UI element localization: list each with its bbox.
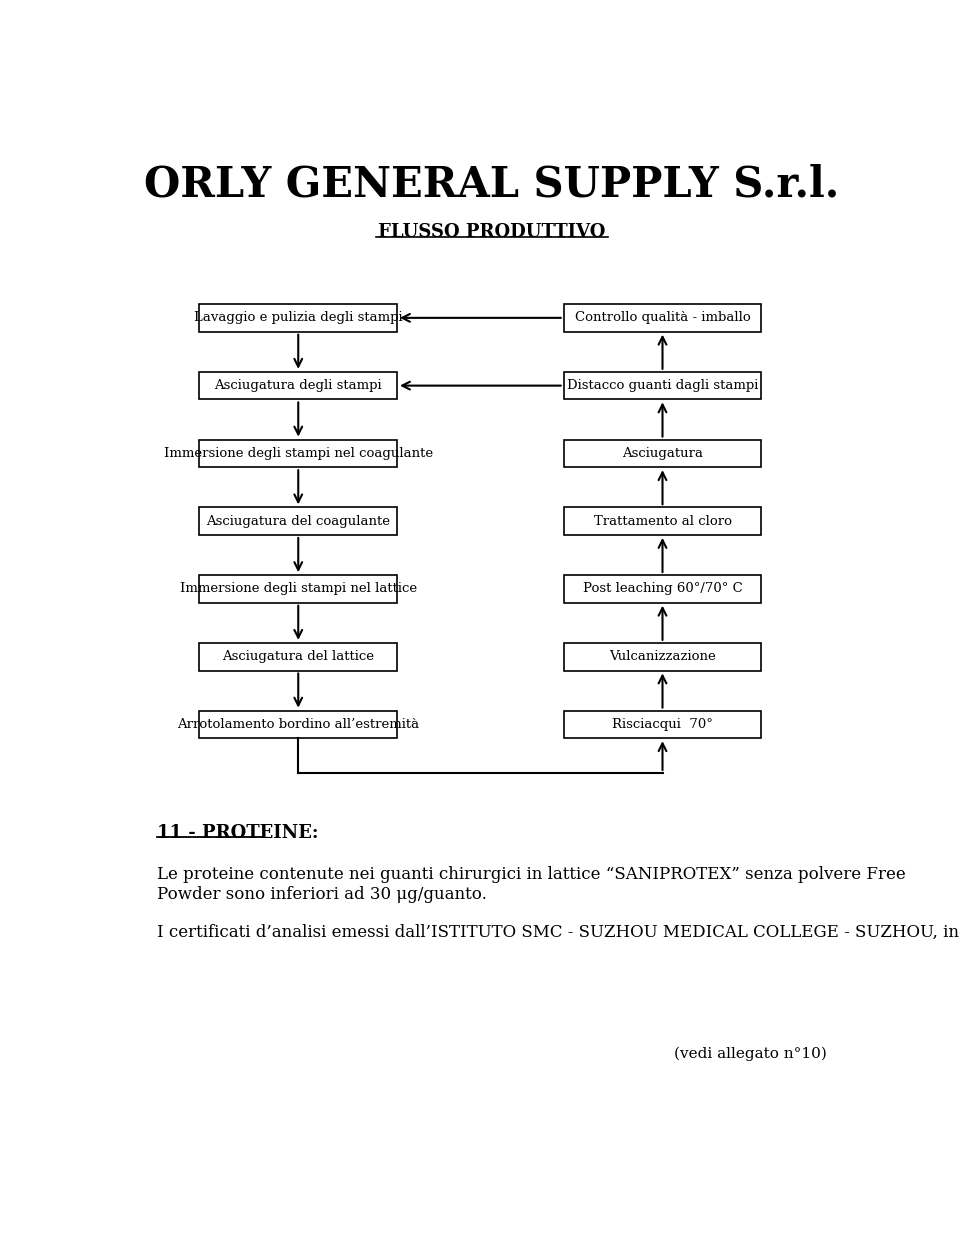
FancyBboxPatch shape: [200, 304, 397, 331]
Text: Asciugatura: Asciugatura: [622, 448, 703, 460]
Text: Post leaching 60°/70° C: Post leaching 60°/70° C: [583, 582, 742, 595]
FancyBboxPatch shape: [564, 440, 761, 468]
Text: Asciugatura degli stampi: Asciugatura degli stampi: [214, 379, 382, 392]
FancyBboxPatch shape: [200, 575, 397, 602]
Text: Distacco guanti dagli stampi: Distacco guanti dagli stampi: [566, 379, 758, 392]
FancyBboxPatch shape: [564, 710, 761, 739]
FancyBboxPatch shape: [200, 710, 397, 739]
Text: Risciacqui  70°: Risciacqui 70°: [612, 718, 713, 731]
FancyBboxPatch shape: [564, 642, 761, 670]
Text: Trattamento al cloro: Trattamento al cloro: [593, 515, 732, 528]
Text: Immersione degli stampi nel lattice: Immersione degli stampi nel lattice: [180, 582, 417, 595]
FancyBboxPatch shape: [564, 575, 761, 602]
FancyBboxPatch shape: [564, 371, 761, 400]
Text: I certificati d’analisi emessi dall’ISTITUTO SMC - SUZHOU MEDICAL COLLEGE - SUZH: I certificati d’analisi emessi dall’ISTI…: [157, 924, 960, 941]
Text: Asciugatura del coagulante: Asciugatura del coagulante: [206, 515, 391, 528]
Text: Lavaggio e pulizia degli stampi: Lavaggio e pulizia degli stampi: [194, 311, 402, 324]
FancyBboxPatch shape: [564, 304, 761, 331]
Text: FLUSSO PRODUTTIVO: FLUSSO PRODUTTIVO: [378, 224, 606, 241]
FancyBboxPatch shape: [200, 371, 397, 400]
Text: Le proteine contenute nei guanti chirurgici in lattice “SANIPROTEX” senza polver: Le proteine contenute nei guanti chirurg…: [157, 866, 906, 902]
FancyBboxPatch shape: [200, 642, 397, 670]
FancyBboxPatch shape: [564, 508, 761, 535]
Text: ORLY GENERAL SUPPLY S.r.l.: ORLY GENERAL SUPPLY S.r.l.: [144, 164, 840, 206]
Text: (vedi allegato n°10): (vedi allegato n°10): [674, 1048, 827, 1061]
FancyBboxPatch shape: [200, 440, 397, 468]
FancyBboxPatch shape: [200, 508, 397, 535]
Text: 11 - PROTEINE:: 11 - PROTEINE:: [157, 824, 319, 841]
Text: Arrotolamento bordino all’estremità: Arrotolamento bordino all’estremità: [178, 718, 420, 731]
Text: Asciugatura del lattice: Asciugatura del lattice: [223, 650, 374, 664]
Text: Immersione degli stampi nel coagulante: Immersione degli stampi nel coagulante: [164, 448, 433, 460]
Text: Vulcanizzazione: Vulcanizzazione: [610, 650, 716, 664]
Text: Controllo qualità - imballo: Controllo qualità - imballo: [575, 311, 751, 324]
